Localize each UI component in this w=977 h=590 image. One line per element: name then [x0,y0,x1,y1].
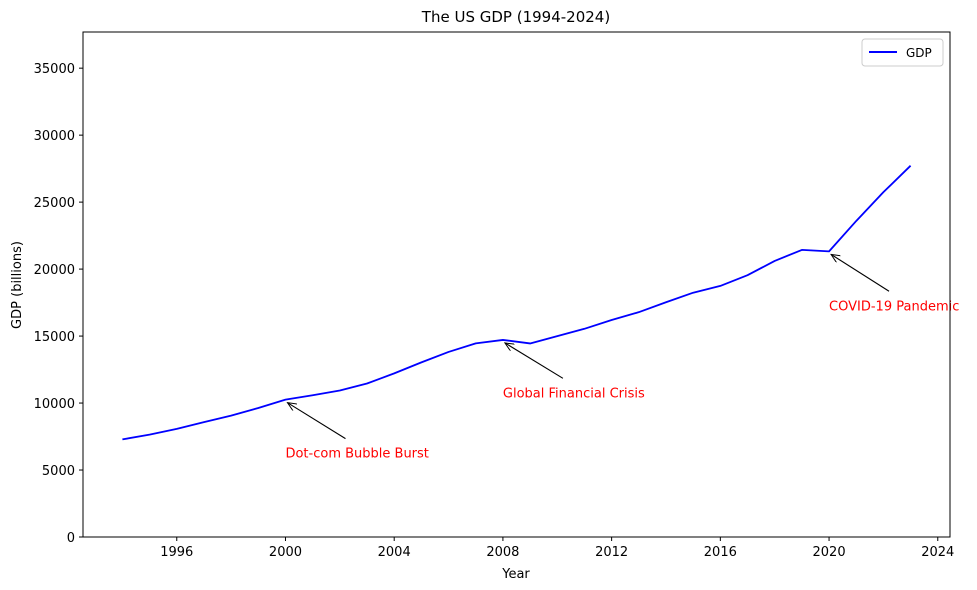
legend-frame [861,38,944,67]
y-tick-label: 0 [67,531,75,546]
series-layer [122,165,912,441]
x-tick-label: 2024 [921,545,954,560]
x-tick-label: 2012 [595,545,628,560]
annotation-arrow [505,343,564,379]
y-tick-label: 20000 [34,263,75,278]
annotation-arrow [831,254,890,292]
annotation-label: Global Financial Crisis [503,386,645,401]
y-tick-label: 15000 [34,330,75,345]
y-axis: 0 5000 10000 15000 20000 25000 30000 35000 [34,62,83,546]
series-line-gdp [122,165,912,441]
x-tick-label: 2000 [269,545,302,560]
y-tick-label: 30000 [34,129,75,144]
plot-frame [82,31,951,538]
legend: GDP [861,38,944,67]
x-tick-label: 2008 [486,545,519,560]
x-tick-label: 2016 [704,545,737,560]
annotations: Dot-com Bubble Burst Global Financial Cri… [285,254,959,462]
y-tick-label: 35000 [34,62,75,77]
x-tick-label: 2020 [813,545,846,560]
y-axis-label: GDP (billions) [10,241,25,329]
x-axis-label: Year [501,567,530,582]
annotation-arrow [287,403,346,440]
chart-title: The US GDP (1994-2024) [421,8,610,26]
y-tick-label: 25000 [34,196,75,211]
x-axis: 1996 2000 2004 2008 2012 2016 2020 2024 [160,537,954,560]
annotation-label: COVID-19 Pandemic [829,299,959,314]
y-tick-label: 10000 [34,397,75,412]
x-tick-label: 1996 [160,545,193,560]
plot-area [83,32,950,537]
y-tick-label: 5000 [42,464,75,479]
annotation-label: Dot-com Bubble Burst [285,447,428,462]
x-tick-label: 2004 [378,545,411,560]
legend-label: GDP [906,46,932,60]
